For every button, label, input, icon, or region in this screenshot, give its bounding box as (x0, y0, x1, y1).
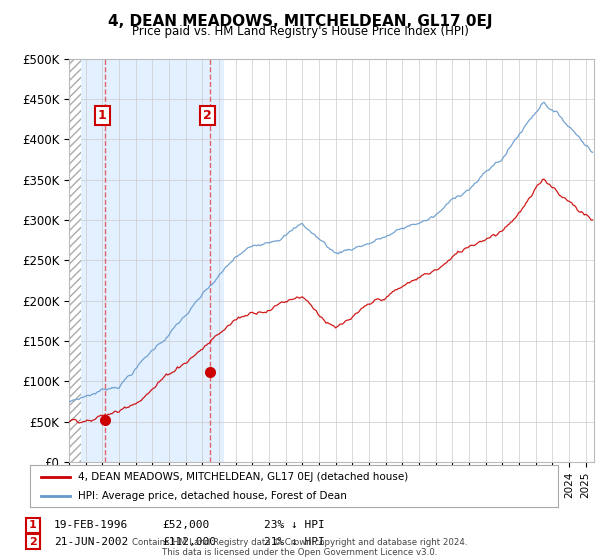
Text: Contains HM Land Registry data © Crown copyright and database right 2024.
This d: Contains HM Land Registry data © Crown c… (132, 538, 468, 557)
Text: £112,000: £112,000 (162, 536, 216, 547)
Bar (69, 59, 224, 462)
Text: 21% ↓ HPI: 21% ↓ HPI (264, 536, 325, 547)
Text: 1: 1 (29, 520, 37, 530)
Text: 1: 1 (98, 109, 106, 122)
Text: 4, DEAN MEADOWS, MITCHELDEAN, GL17 0EJ (detached house): 4, DEAN MEADOWS, MITCHELDEAN, GL17 0EJ (… (77, 472, 408, 482)
Text: 19-FEB-1996: 19-FEB-1996 (54, 520, 128, 530)
Text: 23% ↓ HPI: 23% ↓ HPI (264, 520, 325, 530)
Text: 2: 2 (203, 109, 212, 122)
Text: HPI: Average price, detached house, Forest of Dean: HPI: Average price, detached house, Fore… (77, 491, 346, 501)
Text: Price paid vs. HM Land Registry's House Price Index (HPI): Price paid vs. HM Land Registry's House … (131, 25, 469, 38)
Text: 4, DEAN MEADOWS, MITCHELDEAN, GL17 0EJ: 4, DEAN MEADOWS, MITCHELDEAN, GL17 0EJ (108, 14, 492, 29)
Text: 2: 2 (29, 536, 37, 547)
Bar (69, 59, 80, 462)
Text: 21-JUN-2002: 21-JUN-2002 (54, 536, 128, 547)
Text: £52,000: £52,000 (162, 520, 209, 530)
